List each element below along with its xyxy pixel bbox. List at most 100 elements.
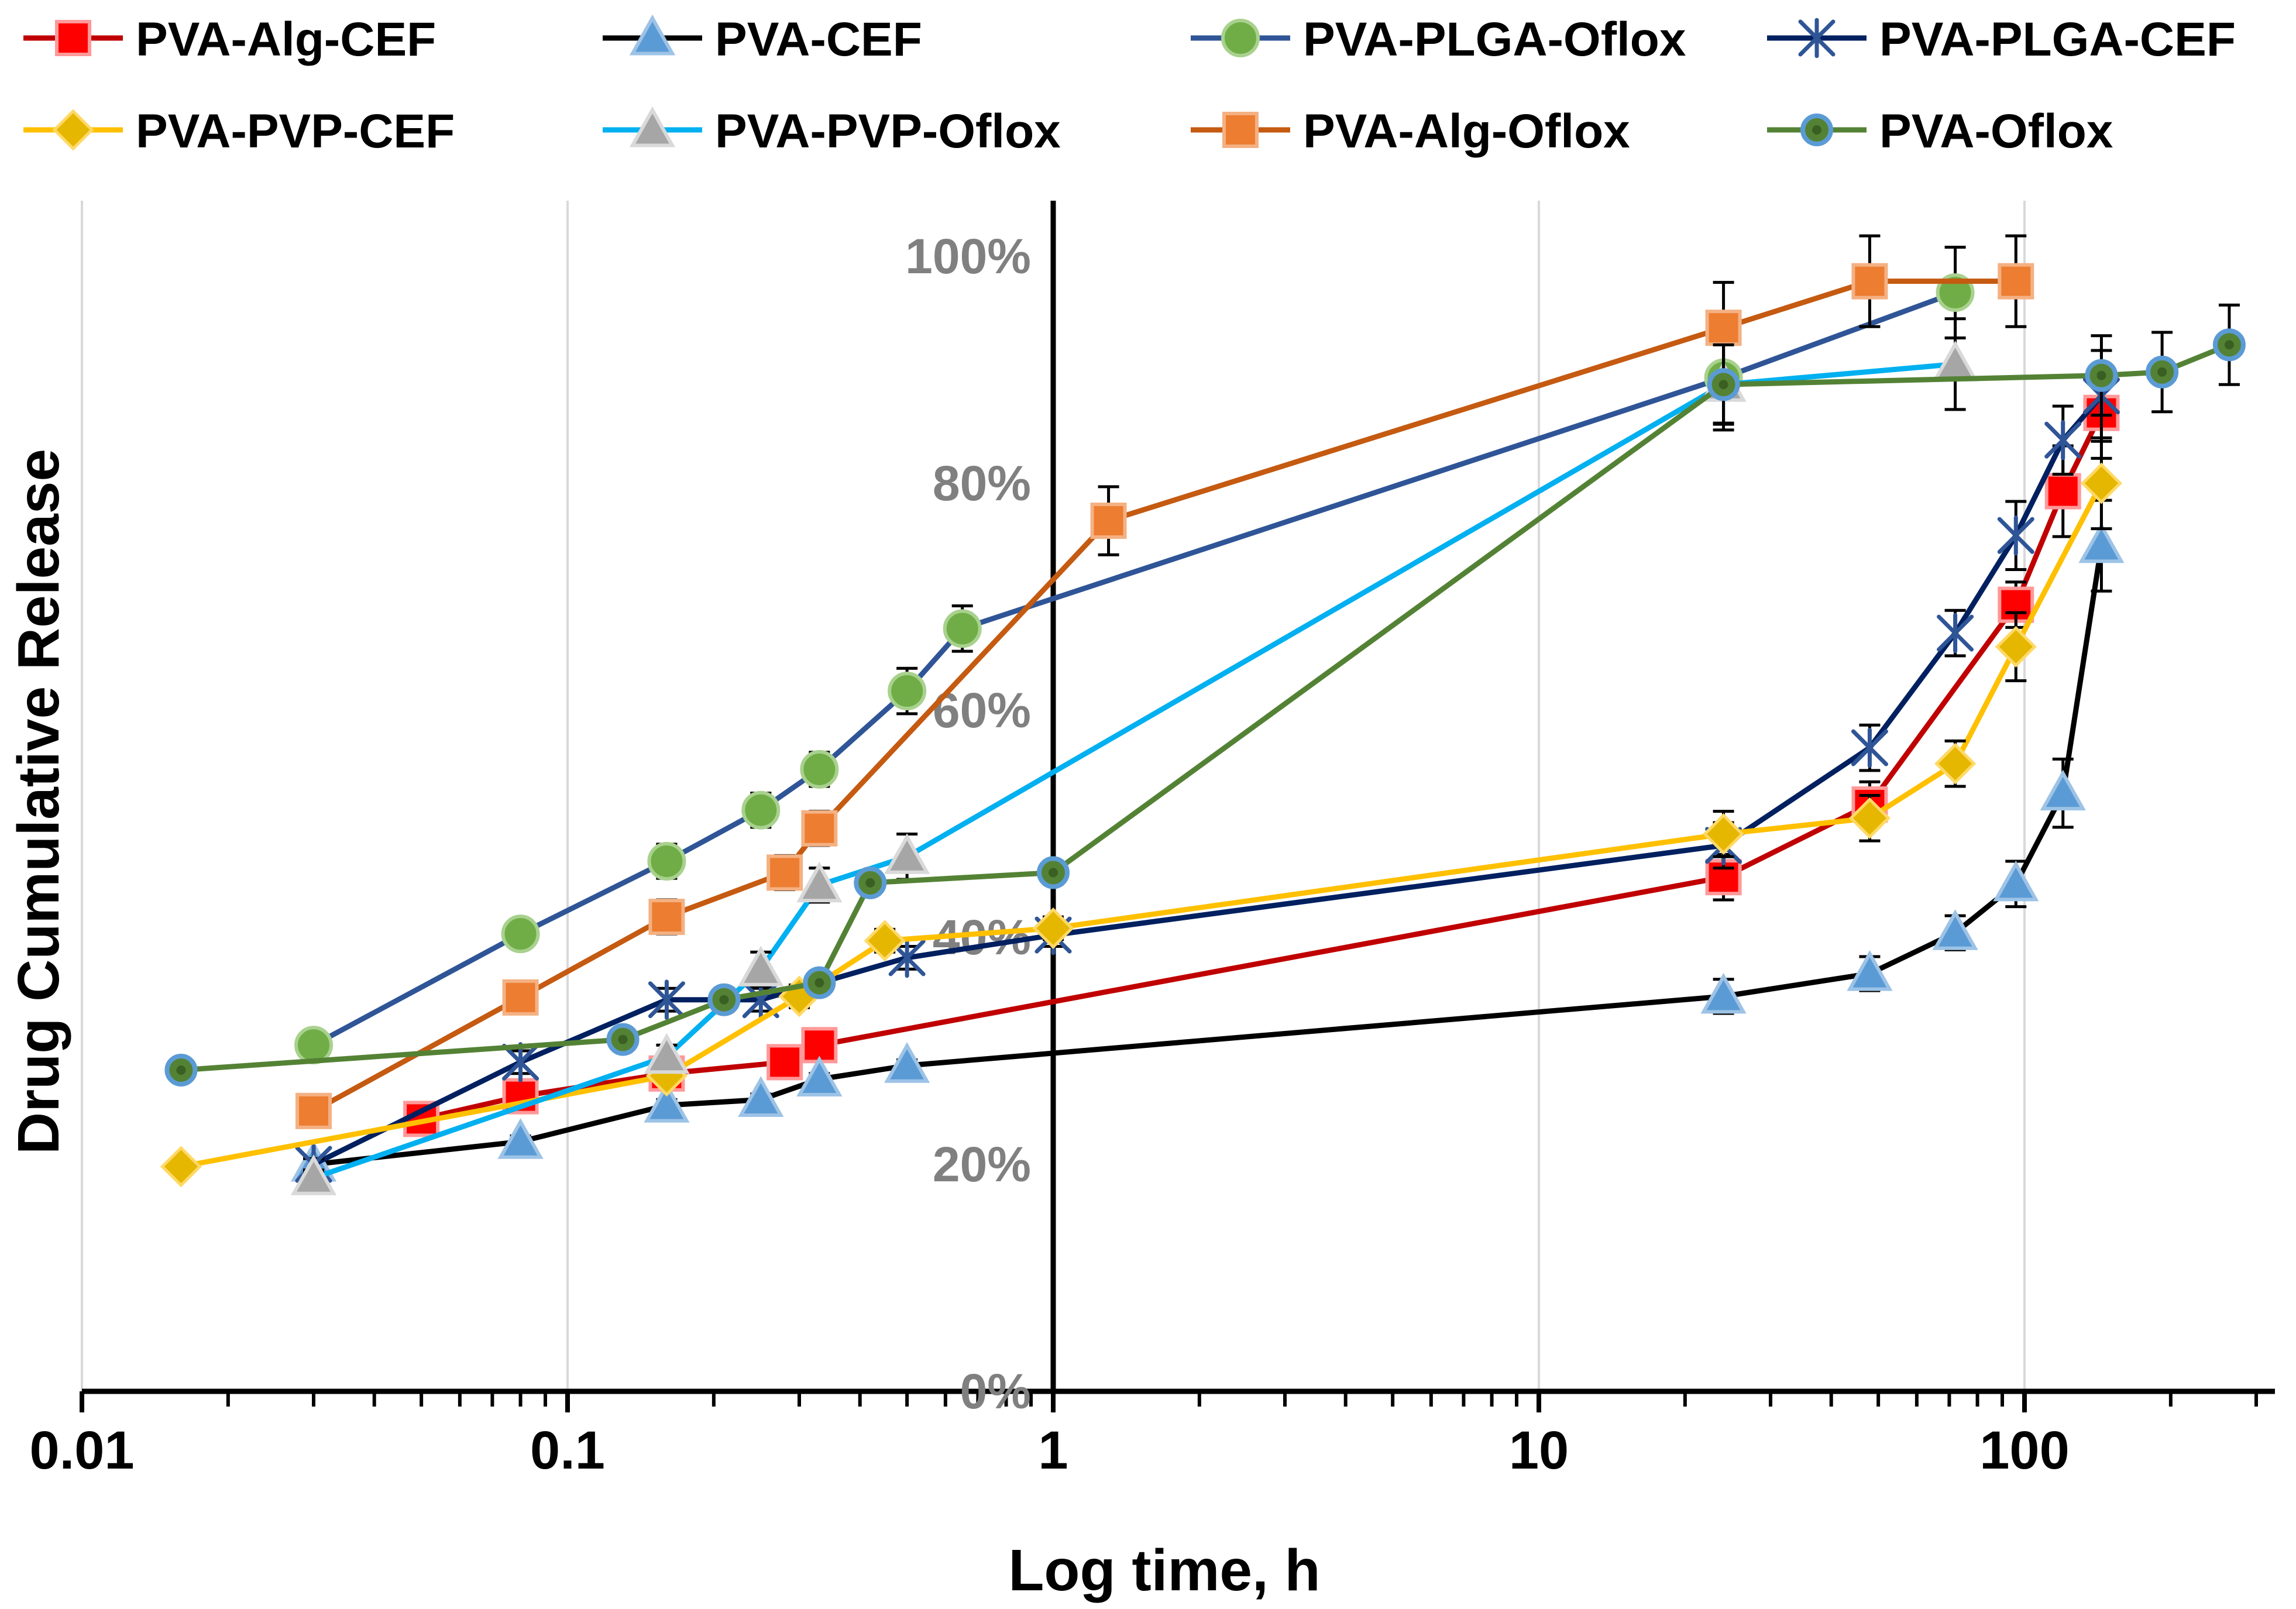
ringdot-center [176, 1065, 186, 1075]
series-line [312, 290, 1957, 1048]
triangle-marker [629, 106, 676, 147]
PVA-Alg-Oflox marker [1851, 263, 1888, 300]
triangle-marker [497, 1118, 544, 1159]
legend-label: PVA-Oflox [1879, 105, 2113, 158]
ringdot-center [1718, 380, 1728, 390]
triangle-marker [738, 1076, 784, 1117]
PVA-Alg-Oflox marker [1998, 263, 2034, 300]
ringdot-center [1049, 868, 1058, 878]
PVA-Alg-Oflox marker [502, 979, 539, 1016]
x-tick-label: 1 [1038, 1421, 1068, 1480]
legend-item: PVA-CEF [603, 13, 922, 66]
triangle-marker [738, 946, 784, 986]
ringdot-center [2224, 340, 2234, 350]
y-tick-label: 100% [905, 229, 1031, 284]
diamond-marker [1934, 742, 1977, 785]
triangle-marker [644, 1033, 690, 1074]
y-axis-title: Drug Cumulative Release [6, 449, 71, 1154]
legend-item: PVA-PLGA-CEF [1767, 13, 2236, 66]
triangle-marker [1847, 950, 1893, 991]
ringdot-center [719, 995, 729, 1005]
x-tick-label: 10 [1509, 1421, 1569, 1480]
series-PVA-PVP-CEF [160, 436, 2122, 1188]
diamond-marker [2080, 462, 2122, 504]
ringdot-center [618, 1034, 628, 1044]
diamond-marker [864, 920, 906, 962]
triangle-marker [1932, 909, 1978, 950]
PVA-Alg-Oflox marker [295, 1092, 332, 1129]
legend-label: PVA-PLGA-Oflox [1303, 13, 1686, 66]
circle-marker [800, 750, 839, 789]
x-axis-title: Log time, h [1008, 1538, 1320, 1603]
legend-label: PVA-Alg-Oflox [1303, 105, 1630, 158]
legend-item: PVA-PVP-Oflox [603, 105, 1061, 158]
ringdot-center [814, 978, 824, 988]
legend-label: PVA-PLGA-CEF [1879, 13, 2236, 66]
legend-item: PVA-PLGA-Oflox [1191, 13, 1686, 66]
legend-item: PVA-PVP-CEF [23, 105, 455, 158]
PVA-Alg-CEF marker [55, 20, 91, 56]
legend-label: PVA-Alg-CEF [136, 13, 436, 66]
y-tick-label: 0% [960, 1364, 1031, 1419]
circle-marker [647, 842, 686, 881]
diamond-marker [160, 1146, 202, 1188]
series-line [180, 482, 2104, 1170]
triangle-marker [1700, 972, 1747, 1014]
series-PVA-Oflox [164, 303, 2246, 1087]
y-axis-tick-labels: 0%20%40%60%80%100% [905, 229, 1031, 1419]
circle-marker [741, 790, 781, 830]
series-PVA-Alg-Oflox [295, 234, 2034, 1129]
legend: PVA-Alg-CEF PVA-CEF PVA-PLGA-Oflox PVA-PLGA… [23, 13, 2236, 158]
series-line [312, 279, 2016, 1113]
diamond-marker [52, 109, 94, 151]
PVA-Alg-Oflox marker [801, 810, 838, 847]
triangle-marker [1932, 341, 1978, 381]
triangle-marker [2078, 522, 2125, 563]
y-tick-label: 80% [933, 456, 1031, 511]
PVA-Alg-CEF marker [801, 1027, 838, 1064]
x-tick-label: 100 [1979, 1421, 2070, 1480]
circle-marker [1221, 19, 1260, 57]
ringdot-center [2096, 370, 2106, 380]
series-PVA-PLGA-CEF [295, 349, 2120, 1185]
ringdot-center [2157, 367, 2167, 377]
PVA-Alg-Oflox marker [1090, 503, 1127, 539]
x-tick-label: 0.1 [530, 1421, 605, 1480]
triangle-marker [796, 861, 843, 903]
PVA-Alg-Oflox marker [767, 854, 803, 891]
triangle-marker [884, 1042, 930, 1083]
triangle-marker [629, 14, 676, 56]
PVA-Alg-Oflox marker [1705, 310, 1742, 346]
PVA-Alg-Oflox marker [1222, 112, 1259, 148]
legend-label: PVA-PVP-Oflox [715, 105, 1061, 158]
legend-item: PVA-Oflox [1767, 105, 2113, 158]
circle-marker [501, 914, 540, 954]
triangle-marker [2040, 769, 2086, 811]
PVA-Alg-CEF marker [767, 1044, 803, 1081]
ringdot-center [1812, 125, 1821, 135]
legend-item: PVA-Alg-Oflox [1191, 105, 1630, 158]
diamond-marker [1032, 907, 1074, 950]
triangle-marker [884, 833, 930, 874]
circle-marker [943, 609, 982, 648]
diamond-marker [1848, 797, 1891, 839]
series-line [312, 394, 2103, 1167]
series-line [313, 545, 2104, 1167]
circle-marker [888, 672, 927, 711]
x-tick-label: 0.01 [29, 1421, 134, 1480]
triangle-marker [290, 1154, 337, 1195]
y-tick-label: 20% [933, 1137, 1031, 1192]
triangle-marker [796, 1056, 843, 1097]
legend-label: PVA-CEF [715, 13, 922, 66]
series-line [312, 361, 1955, 1181]
PVA-Alg-CEF marker [1705, 859, 1742, 896]
legend-item: PVA-Alg-CEF [23, 13, 436, 66]
diamond-marker [1703, 813, 1745, 855]
PVA-Alg-Oflox marker [648, 899, 685, 936]
PVA-Alg-CEF marker [2044, 473, 2081, 510]
ringdot-center [865, 878, 875, 888]
triangle-marker [1993, 860, 2039, 902]
x-axis-ticks: 0.01 0.1 1 10 100 [29, 1391, 2259, 1480]
series [160, 234, 2246, 1195]
